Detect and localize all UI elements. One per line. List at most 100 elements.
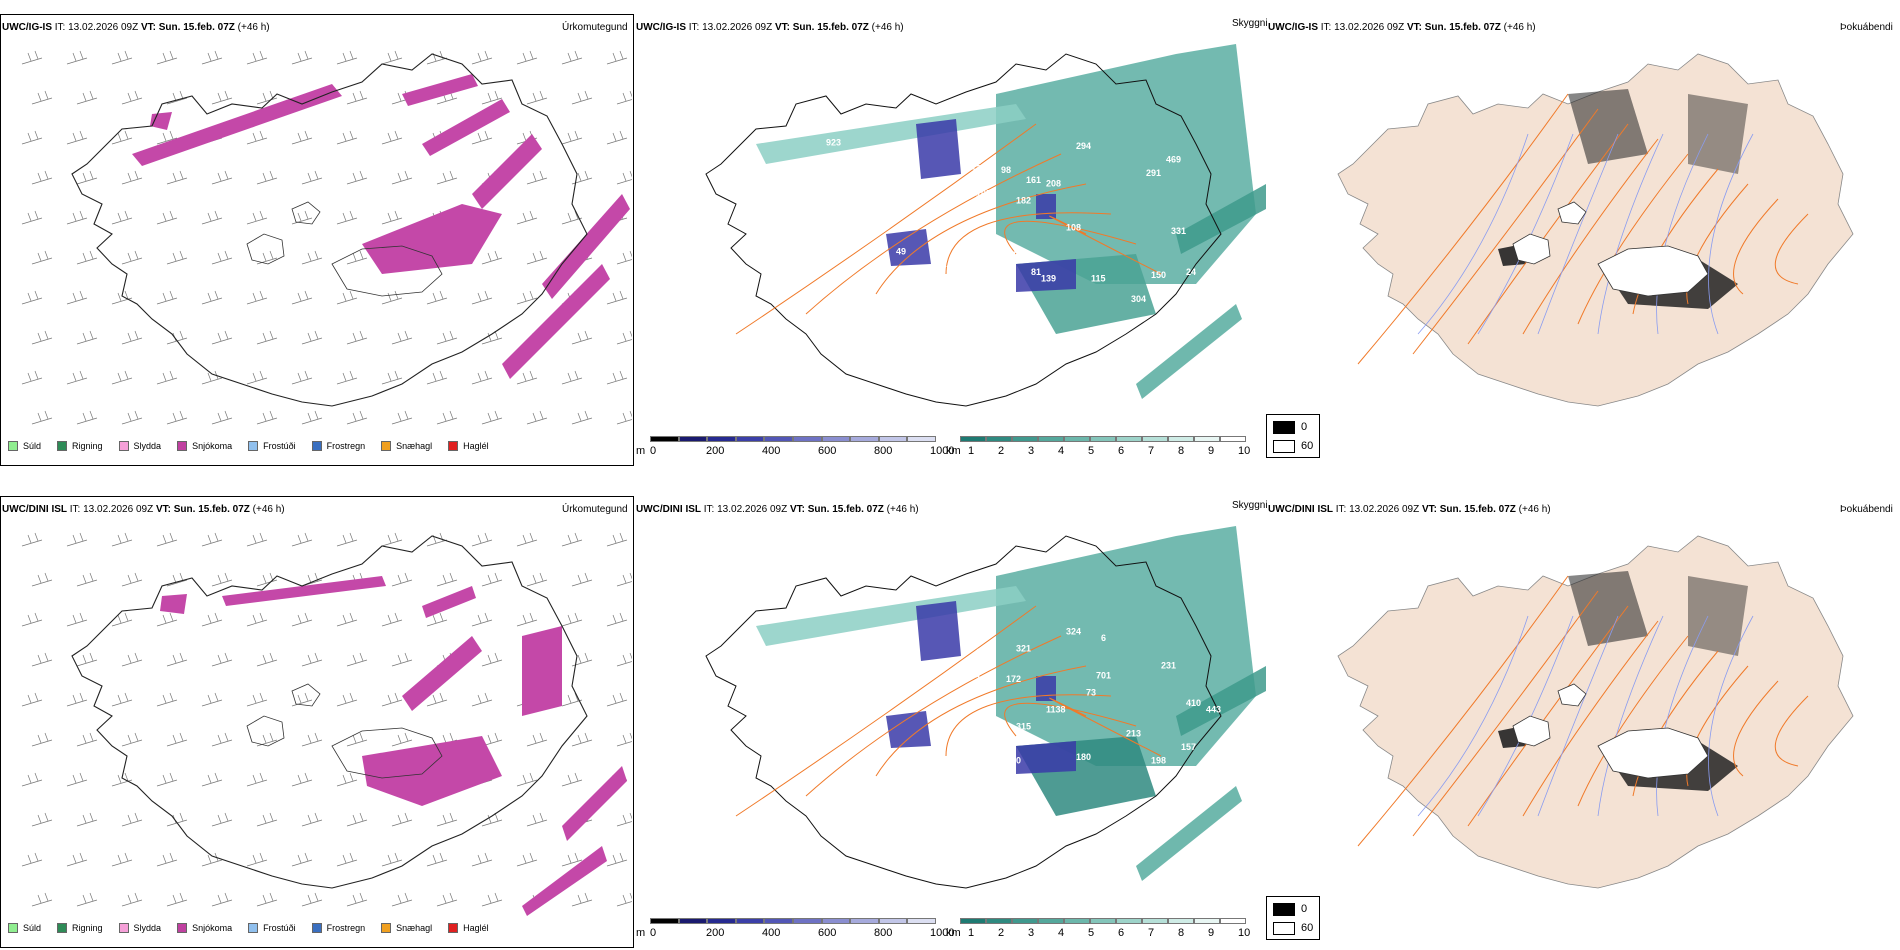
wind-barb (561, 130, 583, 145)
wind-barb (166, 410, 188, 425)
wind-barb (346, 732, 368, 747)
river-line (1417, 615, 1529, 817)
wind-barb (606, 532, 628, 547)
peak-label: 172 (1006, 674, 1021, 684)
vt-label: VT: (774, 22, 790, 33)
wind-barb (111, 210, 133, 225)
it-label: IT: (1320, 22, 1332, 33)
road-line (1049, 697, 1162, 757)
legend-swatch (311, 923, 322, 933)
legend-label: Snjókoma (192, 923, 233, 933)
wind-barb (111, 692, 133, 707)
legend-label: Frostúði (263, 923, 296, 933)
wind-barb (391, 170, 413, 185)
panel-title-fog-1: Þokuábendi (1840, 22, 1893, 33)
wind-barb (471, 370, 493, 385)
visibility-colorbar-1: km 1 2 3 4 5 6 7 8 9 10 (946, 436, 1250, 462)
wind-barb (526, 170, 548, 185)
wind-barb (166, 250, 188, 265)
coastline (705, 53, 1222, 407)
vt-label: VT: (140, 22, 156, 33)
peak-label: 324 (1066, 626, 1081, 636)
wind-barb (471, 290, 493, 305)
wind-barb (481, 250, 503, 265)
river-line (1708, 133, 1754, 335)
colorbar-tick: 8 (1178, 445, 1185, 457)
wind-barb (301, 732, 323, 747)
legend-label: Snjókoma (192, 441, 233, 451)
wind-barb (471, 130, 493, 145)
peak-label: 291 (1146, 168, 1161, 178)
vt-value: Sun. 15.feb. 07Z (173, 504, 250, 515)
colorbar-segment (650, 436, 679, 442)
wind-barb (121, 652, 143, 667)
legend-item: Rigning (57, 441, 103, 451)
colorbar-tick: 3 (1028, 445, 1035, 457)
wind-barb (31, 330, 53, 345)
wind-barb (76, 170, 98, 185)
fog-legend-dark-label: 0 (1301, 903, 1308, 915)
wind-barb (66, 370, 88, 385)
wind-barb (436, 410, 458, 425)
low-cloud-area (886, 711, 931, 748)
legend-label: Snæhagl (396, 923, 433, 933)
panel-header-fog-1: UWC/IG-IS IT: 13.02.2026 09Z VT: Sun. 15… (1268, 22, 1536, 34)
legend-label: Súld (23, 441, 42, 451)
legend-swatch (248, 441, 259, 451)
wind-barb (391, 410, 413, 425)
colorbar-segment (907, 436, 936, 442)
peak-label: 469 (1166, 155, 1181, 165)
wind-barb (426, 612, 448, 627)
wind-barb (121, 410, 143, 425)
colorbar-segment (1116, 436, 1142, 442)
wind-barb (516, 210, 538, 225)
wind-barb (111, 612, 133, 627)
colorbar-segment (1012, 918, 1038, 924)
legend-item: Snjókoma (177, 923, 232, 933)
wind-barb (76, 892, 98, 907)
colorbar-segment (1038, 918, 1064, 924)
wind-barb (481, 892, 503, 907)
snow-area (402, 636, 482, 711)
fog-map-1 (1268, 34, 1868, 434)
colorbar-tick: 7 (1148, 927, 1155, 939)
wind-barb (201, 772, 223, 787)
wind-barb (561, 852, 583, 867)
fog-legend-light-swatch (1273, 922, 1295, 935)
colorbar-segment (1116, 918, 1142, 924)
colorbar-segment (707, 918, 736, 924)
wind-barb (481, 330, 503, 345)
colorbar-segment (821, 436, 851, 442)
colorbar-tick: 200 (706, 927, 725, 939)
it-label: IT: (54, 22, 66, 33)
colorbar-segment (1142, 918, 1168, 924)
wind-barb (166, 652, 188, 667)
peak-label: 24 (1186, 267, 1196, 277)
wind-barb (301, 330, 323, 345)
legend-swatch (57, 923, 68, 933)
legend-swatch (448, 441, 459, 451)
panel-title-cloud-2: Skyggni (1232, 500, 1268, 511)
glacier (1597, 245, 1709, 297)
wind-barb (561, 772, 583, 787)
wind-barb (21, 852, 43, 867)
colorbar-unit: m (636, 927, 646, 939)
wind-barb (156, 612, 178, 627)
peak-label: 923 (826, 138, 841, 148)
wind-barb (526, 410, 548, 425)
wind-barb (391, 330, 413, 345)
road-line (875, 183, 1087, 295)
lead-time: (+46 h) (252, 504, 285, 515)
legend-item: Rigning (57, 923, 103, 933)
wind-barb (256, 410, 278, 425)
colorbar-tick: 1 (968, 445, 975, 457)
wind-barb (481, 572, 503, 587)
model-name: UWC/IG-IS (1268, 22, 1318, 33)
peak-label: 1138 (1046, 705, 1066, 715)
cloud-area (996, 526, 1256, 766)
fog-area (1688, 94, 1748, 174)
wind-barb (121, 170, 143, 185)
peak-label: 182 (1016, 195, 1031, 205)
map-background (2, 516, 632, 916)
wind-barb (381, 210, 403, 225)
